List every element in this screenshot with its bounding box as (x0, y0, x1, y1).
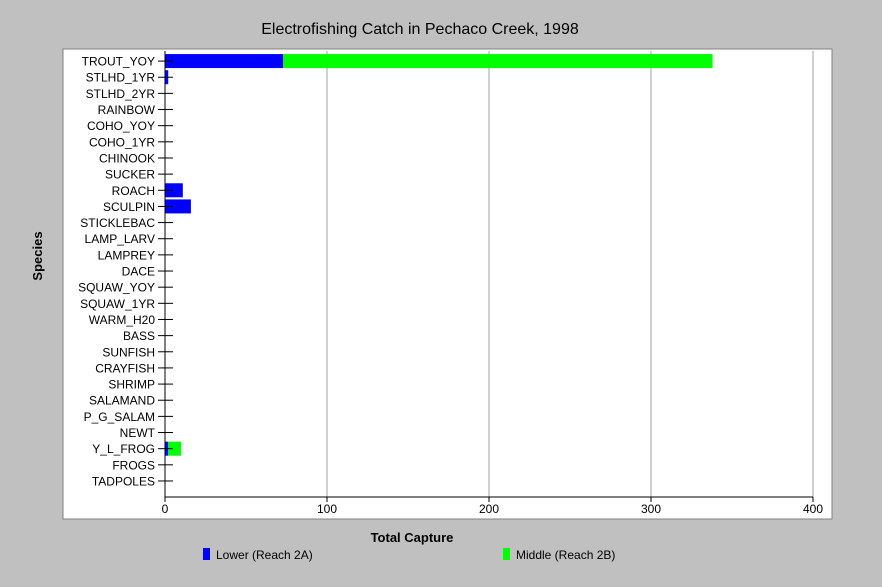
category-label: COHO_YOY (87, 119, 155, 133)
category-label: SUCKER (105, 168, 155, 182)
category-label: SQUAW_1YR (80, 297, 155, 311)
x-tick-label: 200 (479, 502, 499, 516)
x-tick-label: 300 (641, 502, 661, 516)
category-label: SQUAW_YOY (78, 281, 155, 295)
category-label: LAMPREY (98, 248, 155, 262)
bar-roach-series-1 (165, 183, 183, 198)
legend: Lower (Reach 2A) Middle (Reach 2B) (203, 548, 615, 562)
bar-y_l_frog-series-2 (168, 441, 182, 456)
chart-title: Electrofishing Catch in Pechaco Creek, 1… (261, 21, 579, 38)
category-label: P_G_SALAM (84, 410, 155, 424)
x-axis-title: Total Capture (371, 530, 454, 545)
category-label: RAINBOW (98, 103, 156, 117)
category-label: SUNFISH (102, 345, 155, 359)
category-label: FROGS (112, 458, 155, 472)
axes (158, 51, 814, 502)
legend-label: Middle (Reach 2B) (516, 548, 615, 562)
bar-trout_yoy-series-2 (283, 54, 713, 69)
category-label: CRAYFISH (95, 361, 155, 375)
category-label: SCULPIN (103, 200, 155, 214)
category-labels: TROUT_YOY STLHD_1YR STLHD_2YR RAINBOW COHO_Y… (78, 55, 156, 489)
category-label: STICKLEBAC (80, 216, 155, 230)
legend-label: Lower (Reach 2A) (216, 548, 313, 562)
category-label: COHO_1YR (89, 135, 155, 149)
y-axis-title: Species (30, 231, 45, 280)
category-label: ROACH (112, 184, 155, 198)
category-label: NEWT (120, 426, 156, 440)
category-label: SHRIMP (108, 378, 155, 392)
x-tick-label: 100 (317, 502, 337, 516)
x-tick-label: 0 (162, 502, 169, 516)
plot-area (62, 48, 833, 520)
legend-swatch (503, 548, 510, 560)
category-label: SALAMAND (89, 394, 155, 408)
grid-lines (326, 51, 814, 497)
category-label: BASS (123, 329, 155, 343)
category-label: Y_L_FROG (92, 442, 155, 456)
category-label: LAMP_LARV (85, 232, 155, 246)
legend-swatch (203, 548, 210, 560)
category-label: WARM_H20 (89, 313, 156, 327)
bars (165, 54, 713, 456)
category-label: STLHD_2YR (86, 87, 156, 101)
category-label: STLHD_1YR (86, 71, 156, 85)
x-tick-label: 400 (803, 502, 823, 516)
bar-trout_yoy-series-1 (165, 54, 284, 69)
bar-sculpin-series-1 (165, 199, 191, 214)
x-tick-labels: 0 100 200 300 400 (162, 502, 824, 516)
category-label: TROUT_YOY (82, 55, 155, 69)
category-label: DACE (122, 265, 155, 279)
category-label: CHINOOK (99, 151, 155, 165)
category-label: TADPOLES (92, 474, 155, 488)
